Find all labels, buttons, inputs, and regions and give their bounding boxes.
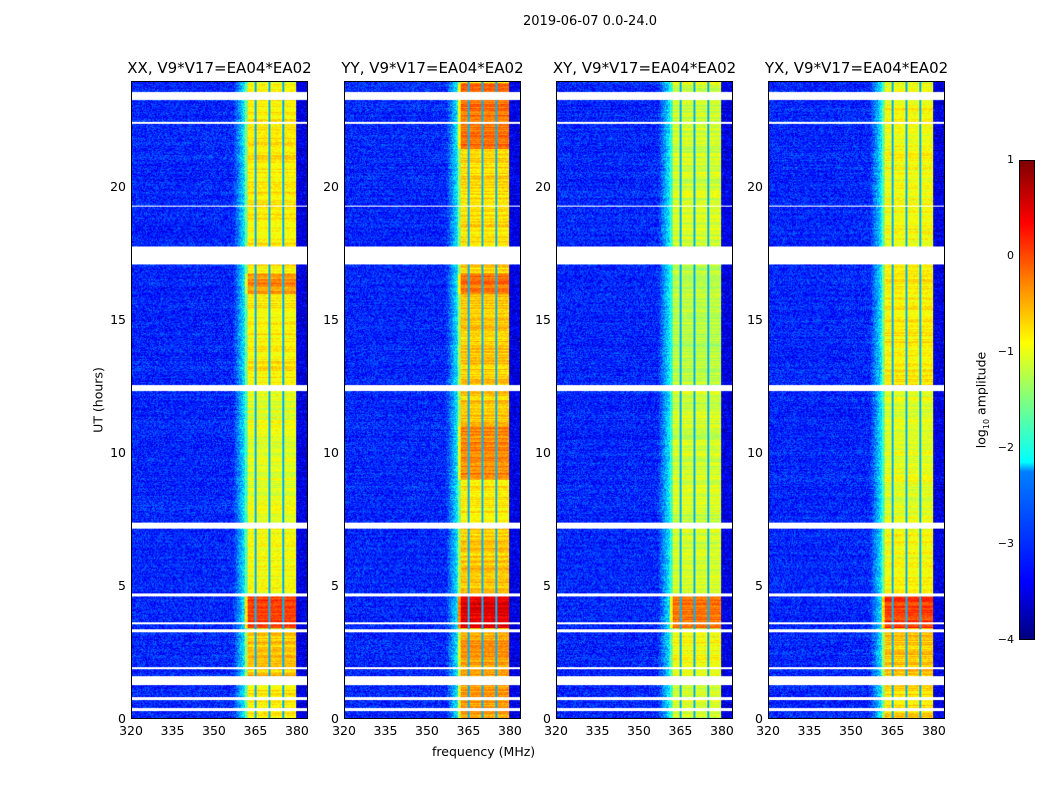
colorbar-tick-label: 1 — [1007, 153, 1014, 166]
x-tick-label: 365 — [243, 723, 268, 738]
y-tick-label: 10 — [110, 445, 126, 461]
y-tick-label: 0 — [755, 711, 763, 726]
x-tick-label: 335 — [373, 723, 398, 738]
y-tick-label: 15 — [110, 312, 126, 328]
colorbar — [1019, 160, 1035, 640]
panel-yy: YY, V9*V17=EA04*EA02 320 335 350 365 380 0 5 10 1… — [323, 59, 524, 738]
heatmap-image — [556, 81, 733, 719]
panel-title: YY, V9*V17=EA04*EA02 — [341, 59, 524, 77]
panel-xx: XX, V9*V17=EA04*EA02 320 335 350 365 380 0 5 10 1… — [110, 59, 312, 738]
panel-title: XX, V9*V17=EA04*EA02 — [127, 59, 312, 77]
y-tick-label: 15 — [323, 312, 339, 328]
y-tick-label: 5 — [118, 578, 126, 594]
panel-title: XY, V9*V17=EA04*EA02 — [552, 59, 737, 77]
colorbar-tick-label: 0 — [1007, 249, 1014, 262]
heatmap-image — [131, 81, 308, 719]
x-tick-label: 320 — [332, 723, 356, 738]
x-tick-label: 350 — [415, 723, 439, 738]
y-tick-label: 20 — [535, 179, 551, 195]
colorbar-tick-label: −2 — [997, 441, 1014, 454]
y-tick-label: 5 — [755, 578, 763, 594]
x-axis-label: frequency (MHz) — [432, 744, 536, 759]
x-tick-label: 335 — [585, 723, 610, 738]
panel-title: YX, V9*V17=EA04*EA02 — [764, 59, 949, 77]
y-tick-label: 15 — [535, 312, 551, 328]
heatmap-image — [344, 81, 521, 719]
x-tick-label: 335 — [160, 723, 185, 738]
x-tick-label: 350 — [627, 723, 651, 738]
x-tick-label: 320 — [756, 723, 780, 738]
y-tick-label: 5 — [331, 578, 339, 594]
y-tick-label: 10 — [747, 445, 763, 461]
panel-xy: XY, V9*V17=EA04*EA02 320 335 350 365 380 0 5 10 1… — [535, 59, 736, 738]
x-tick-label: 365 — [456, 723, 481, 738]
colorbar-tick-label: −4 — [997, 633, 1014, 646]
figure-title: 2019-06-07 0.0-24.0 — [523, 14, 657, 29]
x-tick-label: 350 — [839, 723, 863, 738]
colorbar-tick-label: −3 — [997, 537, 1014, 550]
x-tick-label: 335 — [797, 723, 822, 738]
x-tick-label: 365 — [880, 723, 905, 738]
x-tick-label: 380 — [922, 723, 946, 738]
y-tick-label: 0 — [543, 711, 551, 726]
y-tick-label: 10 — [535, 445, 551, 461]
x-tick-label: 380 — [498, 723, 522, 738]
x-tick-label: 365 — [668, 723, 693, 738]
x-tick-label: 350 — [202, 723, 226, 738]
y-tick-label: 20 — [747, 179, 763, 195]
y-tick-label: 0 — [118, 711, 126, 726]
panel-yx: YX, V9*V17=EA04*EA02 320 335 350 365 380 0 5 10 1… — [747, 59, 948, 738]
x-tick-label: 320 — [119, 723, 143, 738]
x-tick-label: 320 — [544, 723, 568, 738]
colorbar-tick-label: −1 — [997, 345, 1014, 358]
y-tick-label: 20 — [323, 179, 339, 195]
y-tick-label: 10 — [323, 445, 339, 461]
y-tick-label: 15 — [747, 312, 763, 328]
y-tick-label: 5 — [543, 578, 551, 594]
colorbar-label: log10 amplitude — [973, 351, 991, 449]
x-tick-label: 380 — [710, 723, 734, 738]
y-tick-label: 0 — [331, 711, 339, 726]
y-tick-label: 20 — [110, 179, 126, 195]
heatmap-image — [768, 81, 945, 719]
y-axis-label: UT (hours) — [90, 367, 106, 433]
x-tick-label: 380 — [285, 723, 309, 738]
